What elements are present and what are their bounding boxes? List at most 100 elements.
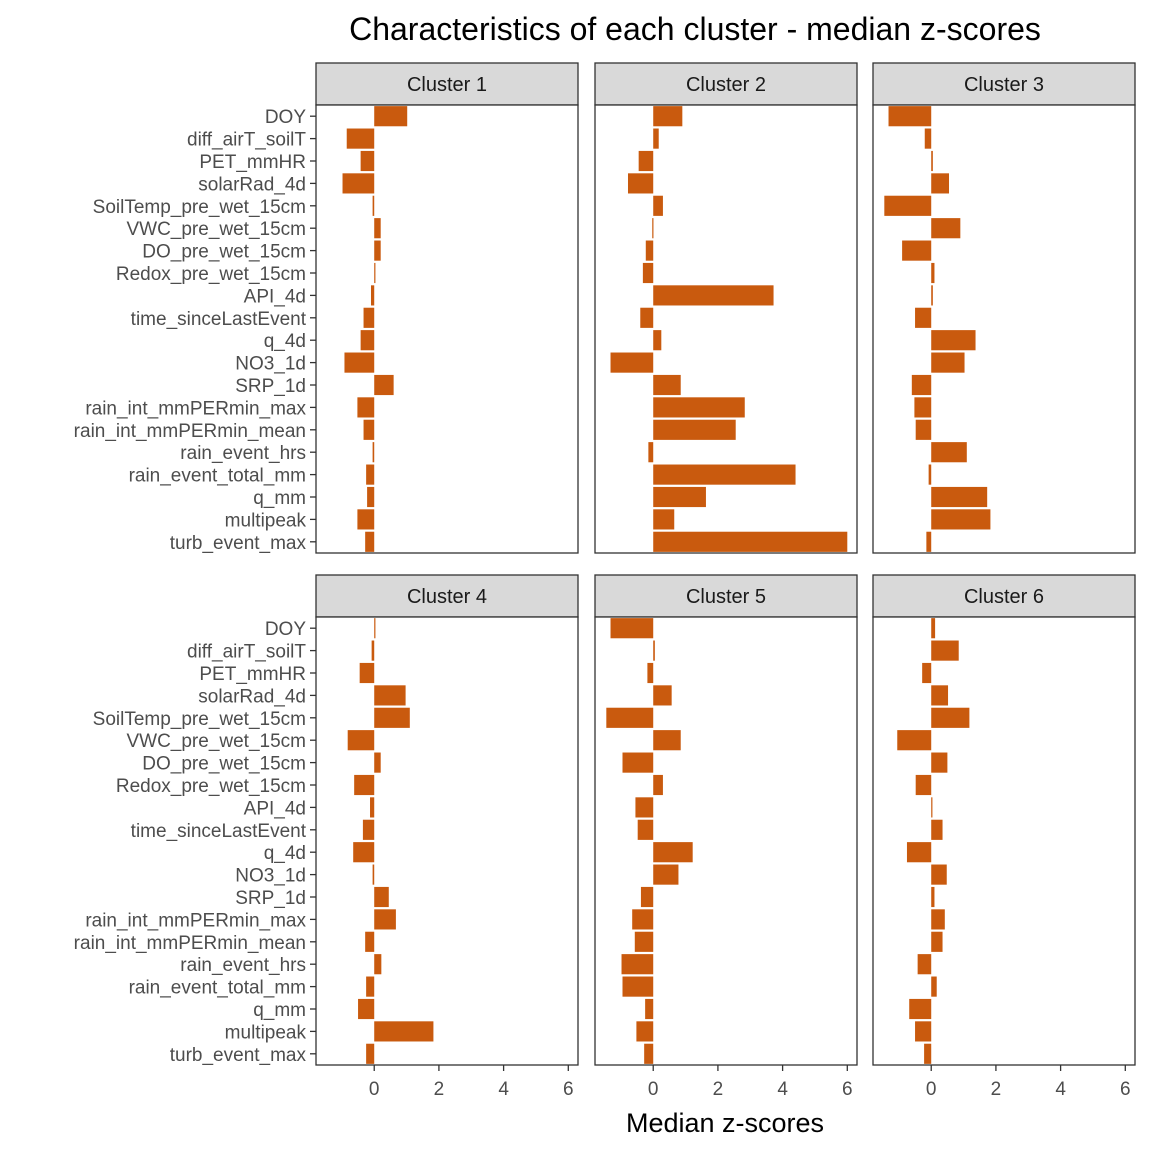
bar	[374, 374, 394, 396]
bar	[610, 618, 654, 639]
facet-strip	[594, 62, 858, 106]
bar	[374, 618, 376, 639]
y-tick-label: SoilTemp_pre_wet_15cm	[93, 197, 306, 218]
facet-strip	[872, 574, 1136, 618]
bar	[915, 419, 932, 440]
bar	[931, 218, 961, 239]
bar	[644, 1043, 654, 1064]
bar	[915, 774, 932, 796]
bar	[374, 752, 381, 773]
bar	[374, 685, 406, 706]
bar	[363, 419, 375, 440]
bar	[653, 397, 745, 418]
y-tick-label: time_sinceLastEvent	[131, 821, 307, 842]
bar	[621, 954, 654, 975]
facet-strip	[315, 62, 579, 106]
bar	[888, 106, 932, 127]
x-tick-label: 0	[648, 1079, 659, 1100]
y-tick-label: multipeak	[225, 510, 307, 531]
bar	[374, 106, 408, 127]
y-tick-label: SRP_1d	[235, 376, 306, 397]
bar	[653, 531, 848, 552]
bar	[931, 150, 933, 172]
bar	[653, 486, 706, 508]
facet-strip-label: Cluster 5	[686, 586, 766, 608]
bar	[634, 931, 654, 952]
bar	[374, 262, 376, 284]
chart-title: Characteristics of each cluster - median…	[349, 11, 1041, 47]
bar	[647, 662, 654, 684]
bar	[363, 307, 375, 328]
facet-panel: Cluster 2	[594, 62, 858, 554]
bar	[365, 931, 375, 952]
facet-panel: Cluster 1 DOYdiff_airT_soilTPET_mmHRsolar…	[74, 62, 579, 554]
bar	[342, 173, 375, 194]
bar	[653, 330, 662, 351]
bar	[365, 531, 375, 552]
y-tick-label: NO3_1d	[235, 866, 306, 887]
bar	[902, 240, 932, 261]
x-axis-label: Median z-scores	[626, 1108, 824, 1138]
bar	[928, 464, 932, 485]
y-tick-label: q_mm	[253, 488, 306, 509]
y-tick-label: q_4d	[264, 843, 306, 864]
bar	[931, 752, 948, 773]
bar	[359, 662, 375, 684]
facet-strip-label: Cluster 2	[686, 74, 766, 96]
y-tick-label: DO_pre_wet_15cm	[142, 754, 306, 775]
bar	[622, 976, 654, 997]
bar	[635, 797, 654, 818]
bar	[653, 106, 683, 127]
y-tick-label: DOY	[265, 107, 307, 128]
bar	[653, 685, 672, 706]
bar	[931, 509, 991, 530]
bar	[924, 1043, 932, 1064]
bar	[931, 285, 933, 306]
facet-strip-label: Cluster 4	[407, 586, 487, 608]
bar	[931, 685, 949, 706]
bar	[366, 976, 375, 997]
bar	[931, 486, 988, 508]
panel-border	[315, 616, 579, 1066]
bar	[915, 1021, 932, 1042]
bar	[360, 330, 375, 351]
bar	[884, 195, 932, 216]
bar	[653, 864, 679, 885]
y-tick-label: API_4d	[244, 798, 306, 819]
bar	[347, 730, 375, 751]
y-tick-label: multipeak	[225, 1022, 307, 1043]
bar	[645, 998, 654, 1020]
y-tick-label: SRP_1d	[235, 888, 306, 909]
bar	[652, 218, 654, 239]
y-tick-label: rain_event_total_mm	[129, 466, 306, 487]
bar	[931, 262, 935, 284]
bar	[640, 886, 654, 908]
x-tick-label: 4	[1055, 1079, 1066, 1100]
bar	[632, 909, 654, 930]
bar	[357, 509, 375, 530]
facet-strip	[872, 62, 1136, 106]
bar	[931, 797, 933, 818]
facet-panel: Cluster 3	[872, 62, 1136, 554]
bar	[374, 909, 396, 930]
bar	[366, 464, 375, 485]
bar	[931, 864, 947, 885]
bar	[926, 531, 932, 552]
bar	[358, 998, 375, 1020]
y-tick-label: q_4d	[264, 331, 306, 352]
bar	[931, 931, 943, 952]
y-tick-label: Redox_pre_wet_15cm	[116, 776, 306, 797]
bar	[371, 640, 375, 661]
x-tick-label: 0	[369, 1079, 380, 1100]
bar	[653, 374, 681, 396]
x-tick-label: 2	[713, 1079, 724, 1100]
bar	[353, 842, 375, 863]
y-tick-label: turb_event_max	[170, 1045, 307, 1066]
bar	[360, 150, 375, 172]
y-tick-label: DO_pre_wet_15cm	[142, 242, 306, 263]
facet-strip-label: Cluster 1	[407, 74, 487, 96]
bar	[653, 285, 774, 306]
bar	[911, 374, 932, 396]
y-tick-label: rain_event_hrs	[180, 443, 306, 464]
